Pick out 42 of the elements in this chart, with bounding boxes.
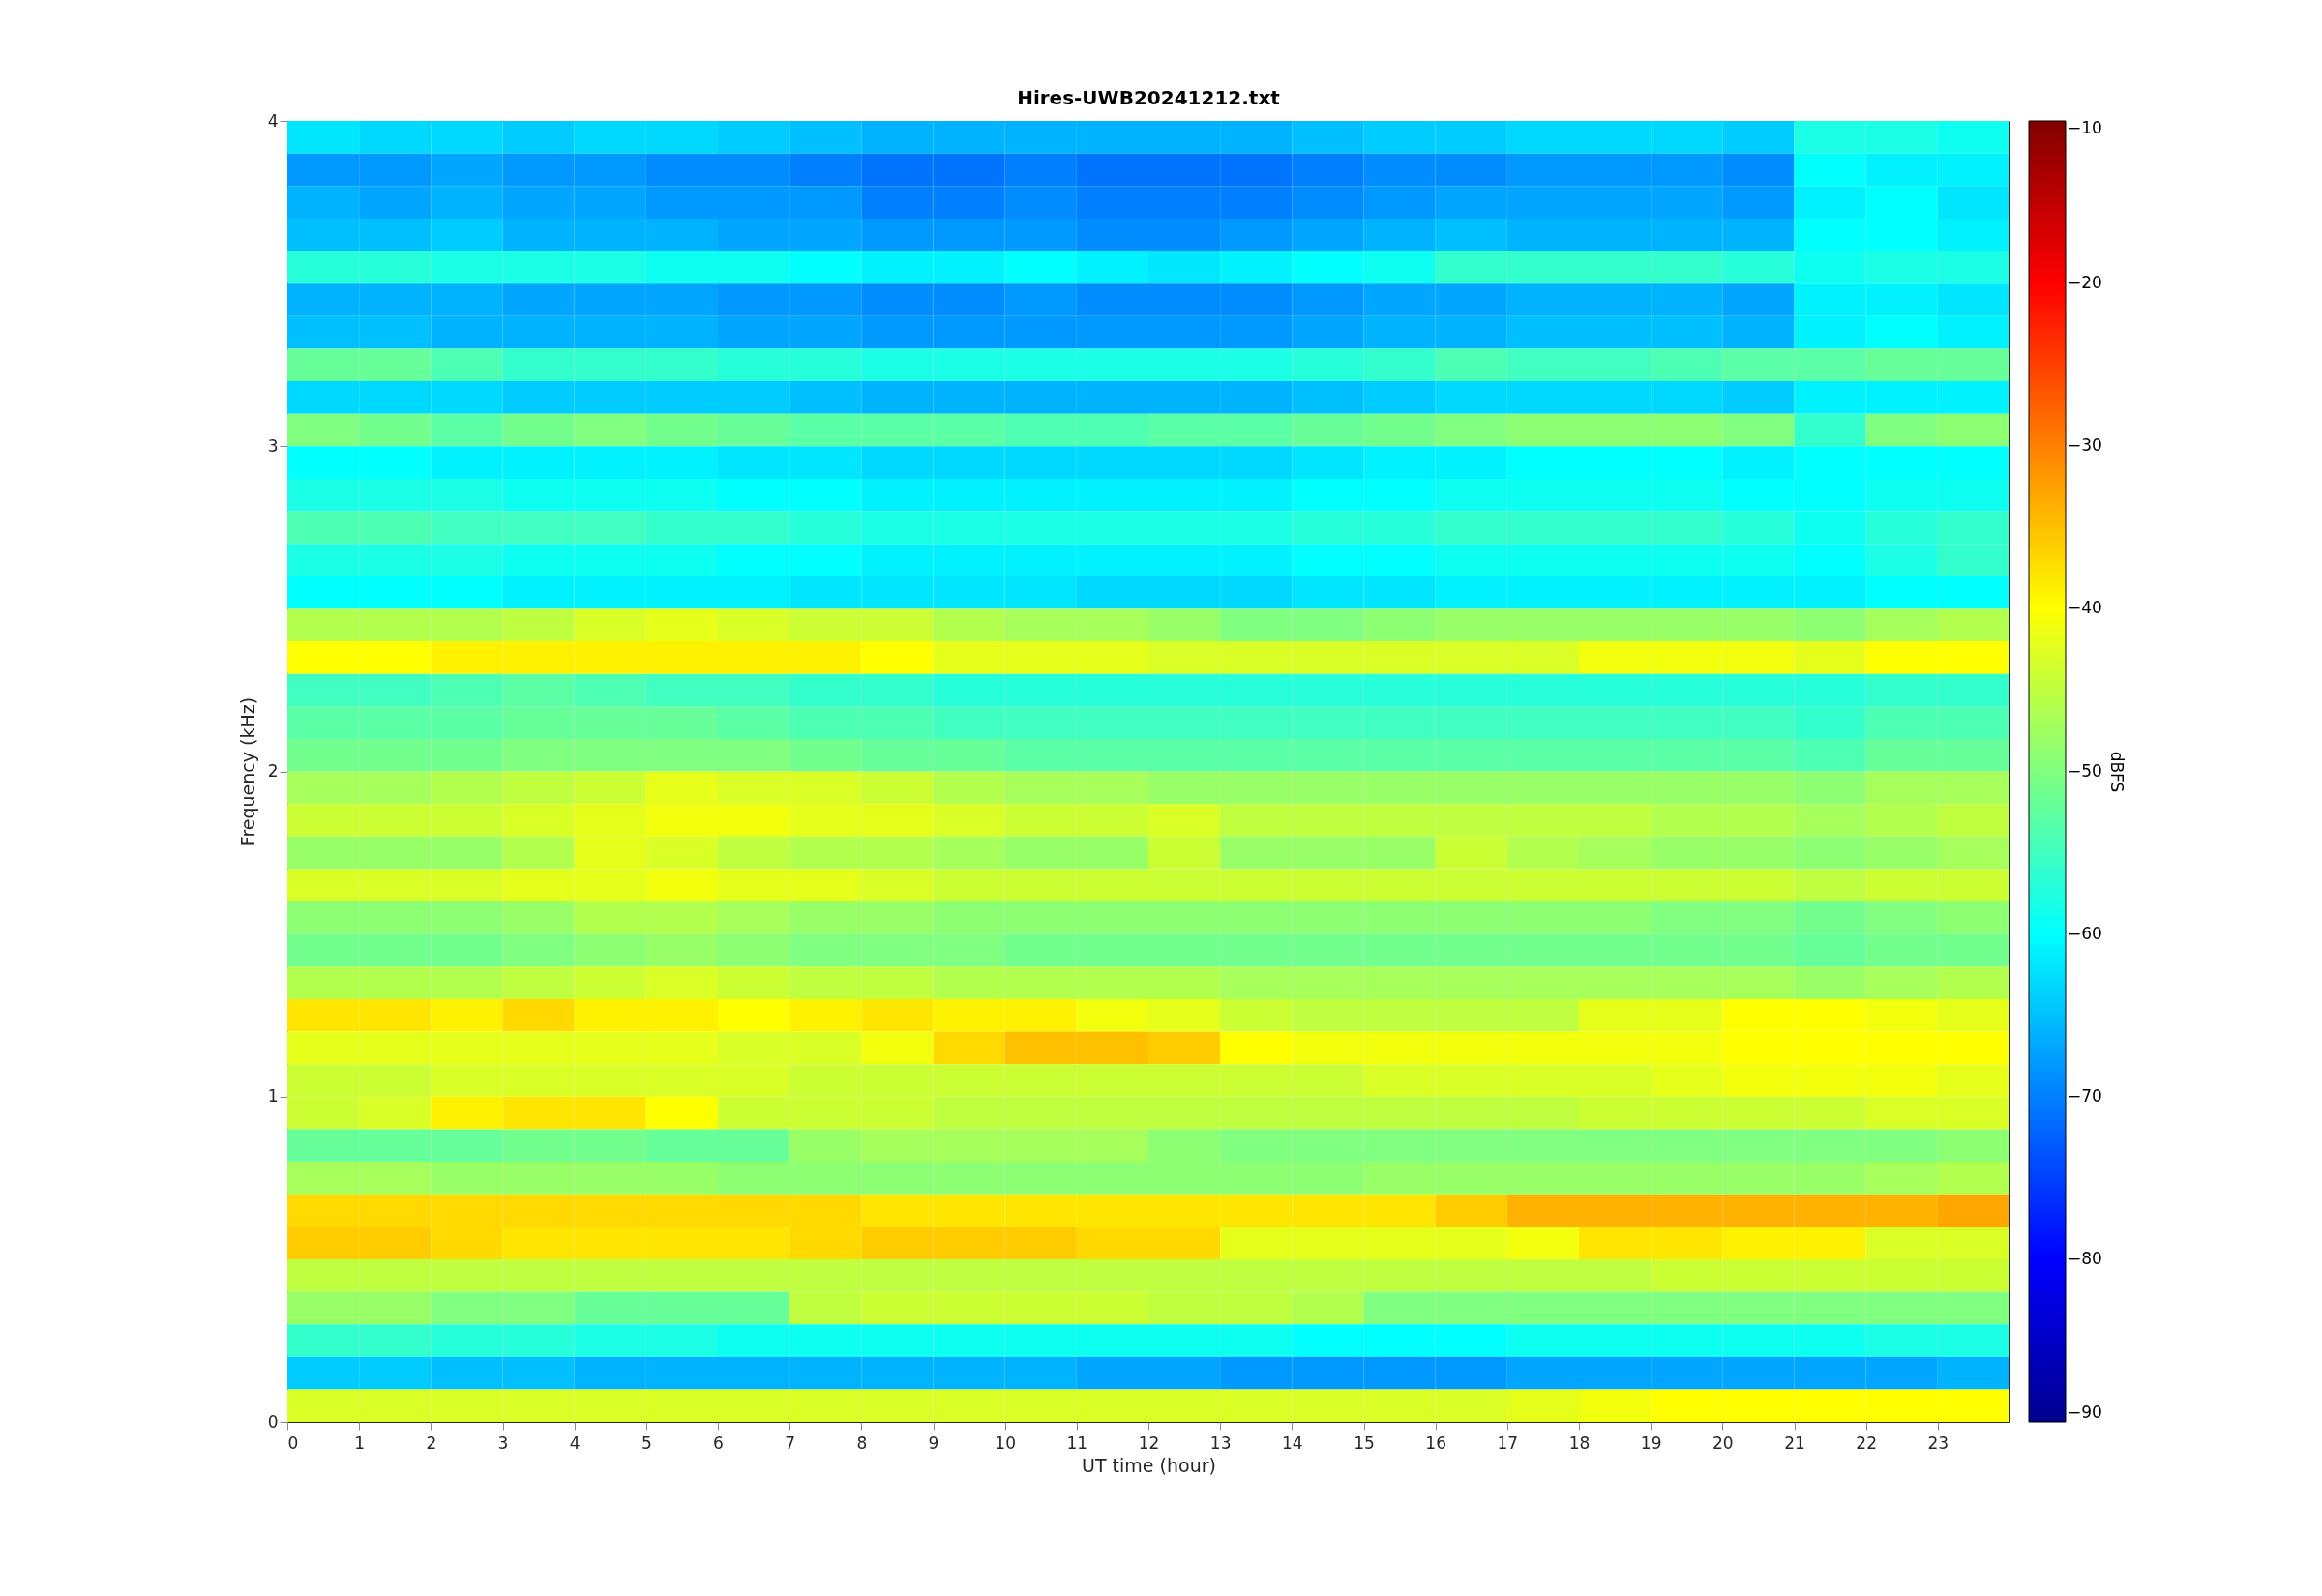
y-tick-label: 1: [267, 1086, 279, 1107]
color-bar-label: −40: [2068, 598, 2102, 618]
x-tick-label: 12: [1138, 1433, 1160, 1453]
x-tick-label: 20: [1712, 1433, 1734, 1453]
color-bar-label: −60: [2068, 923, 2102, 943]
x-tick-label: 8: [856, 1433, 868, 1453]
y-axis-title: Frequency (kHz): [236, 696, 258, 847]
x-tick-label: 6: [713, 1433, 724, 1453]
x-tick-label: 15: [1354, 1433, 1375, 1453]
x-tick-label: 13: [1209, 1433, 1232, 1453]
x-tick-label: 23: [1927, 1433, 1950, 1453]
x-axis-title: UT time (hour): [1082, 1454, 1216, 1476]
color-bar-label: −10: [2068, 118, 2102, 137]
x-tick-label: 0: [287, 1433, 299, 1453]
chart-title: Hires-UWB20241212.txt: [1017, 86, 1281, 109]
color-bar-label: −20: [2068, 273, 2102, 293]
x-tick-label: 22: [1856, 1433, 1877, 1453]
x-tick-label: 17: [1497, 1433, 1519, 1453]
y-tick-label: 2: [267, 761, 279, 781]
x-tick-label: 10: [995, 1433, 1016, 1453]
x-tick-label: 16: [1425, 1433, 1446, 1453]
x-tick-label: 3: [497, 1433, 509, 1453]
color-bar-label: −30: [2068, 435, 2102, 456]
y-tick-label: 4: [267, 110, 279, 131]
x-tick-label: 9: [928, 1433, 939, 1453]
color-bar-label: −90: [2068, 1403, 2102, 1422]
x-tick-label: 21: [1784, 1433, 1805, 1453]
x-tick-label: 7: [785, 1433, 796, 1453]
x-tick-label: 2: [426, 1433, 437, 1453]
x-tick-label: 4: [569, 1433, 580, 1453]
x-tick-label: 1: [354, 1433, 366, 1453]
y-tick-label: 3: [267, 435, 279, 456]
y-tick-label: 0: [267, 1411, 279, 1432]
x-tick-label: 14: [1282, 1433, 1303, 1453]
x-tick-label: 18: [1568, 1433, 1591, 1453]
color-bar-label: −80: [2068, 1248, 2102, 1268]
color-bar-label: −70: [2068, 1085, 2102, 1106]
x-tick-label: 5: [640, 1433, 652, 1453]
color-bar-label: −50: [2068, 760, 2102, 781]
x-tick-label: 19: [1640, 1433, 1662, 1453]
x-tick-label: 11: [1066, 1433, 1088, 1453]
color-bar-title: dBFS: [2107, 751, 2127, 793]
